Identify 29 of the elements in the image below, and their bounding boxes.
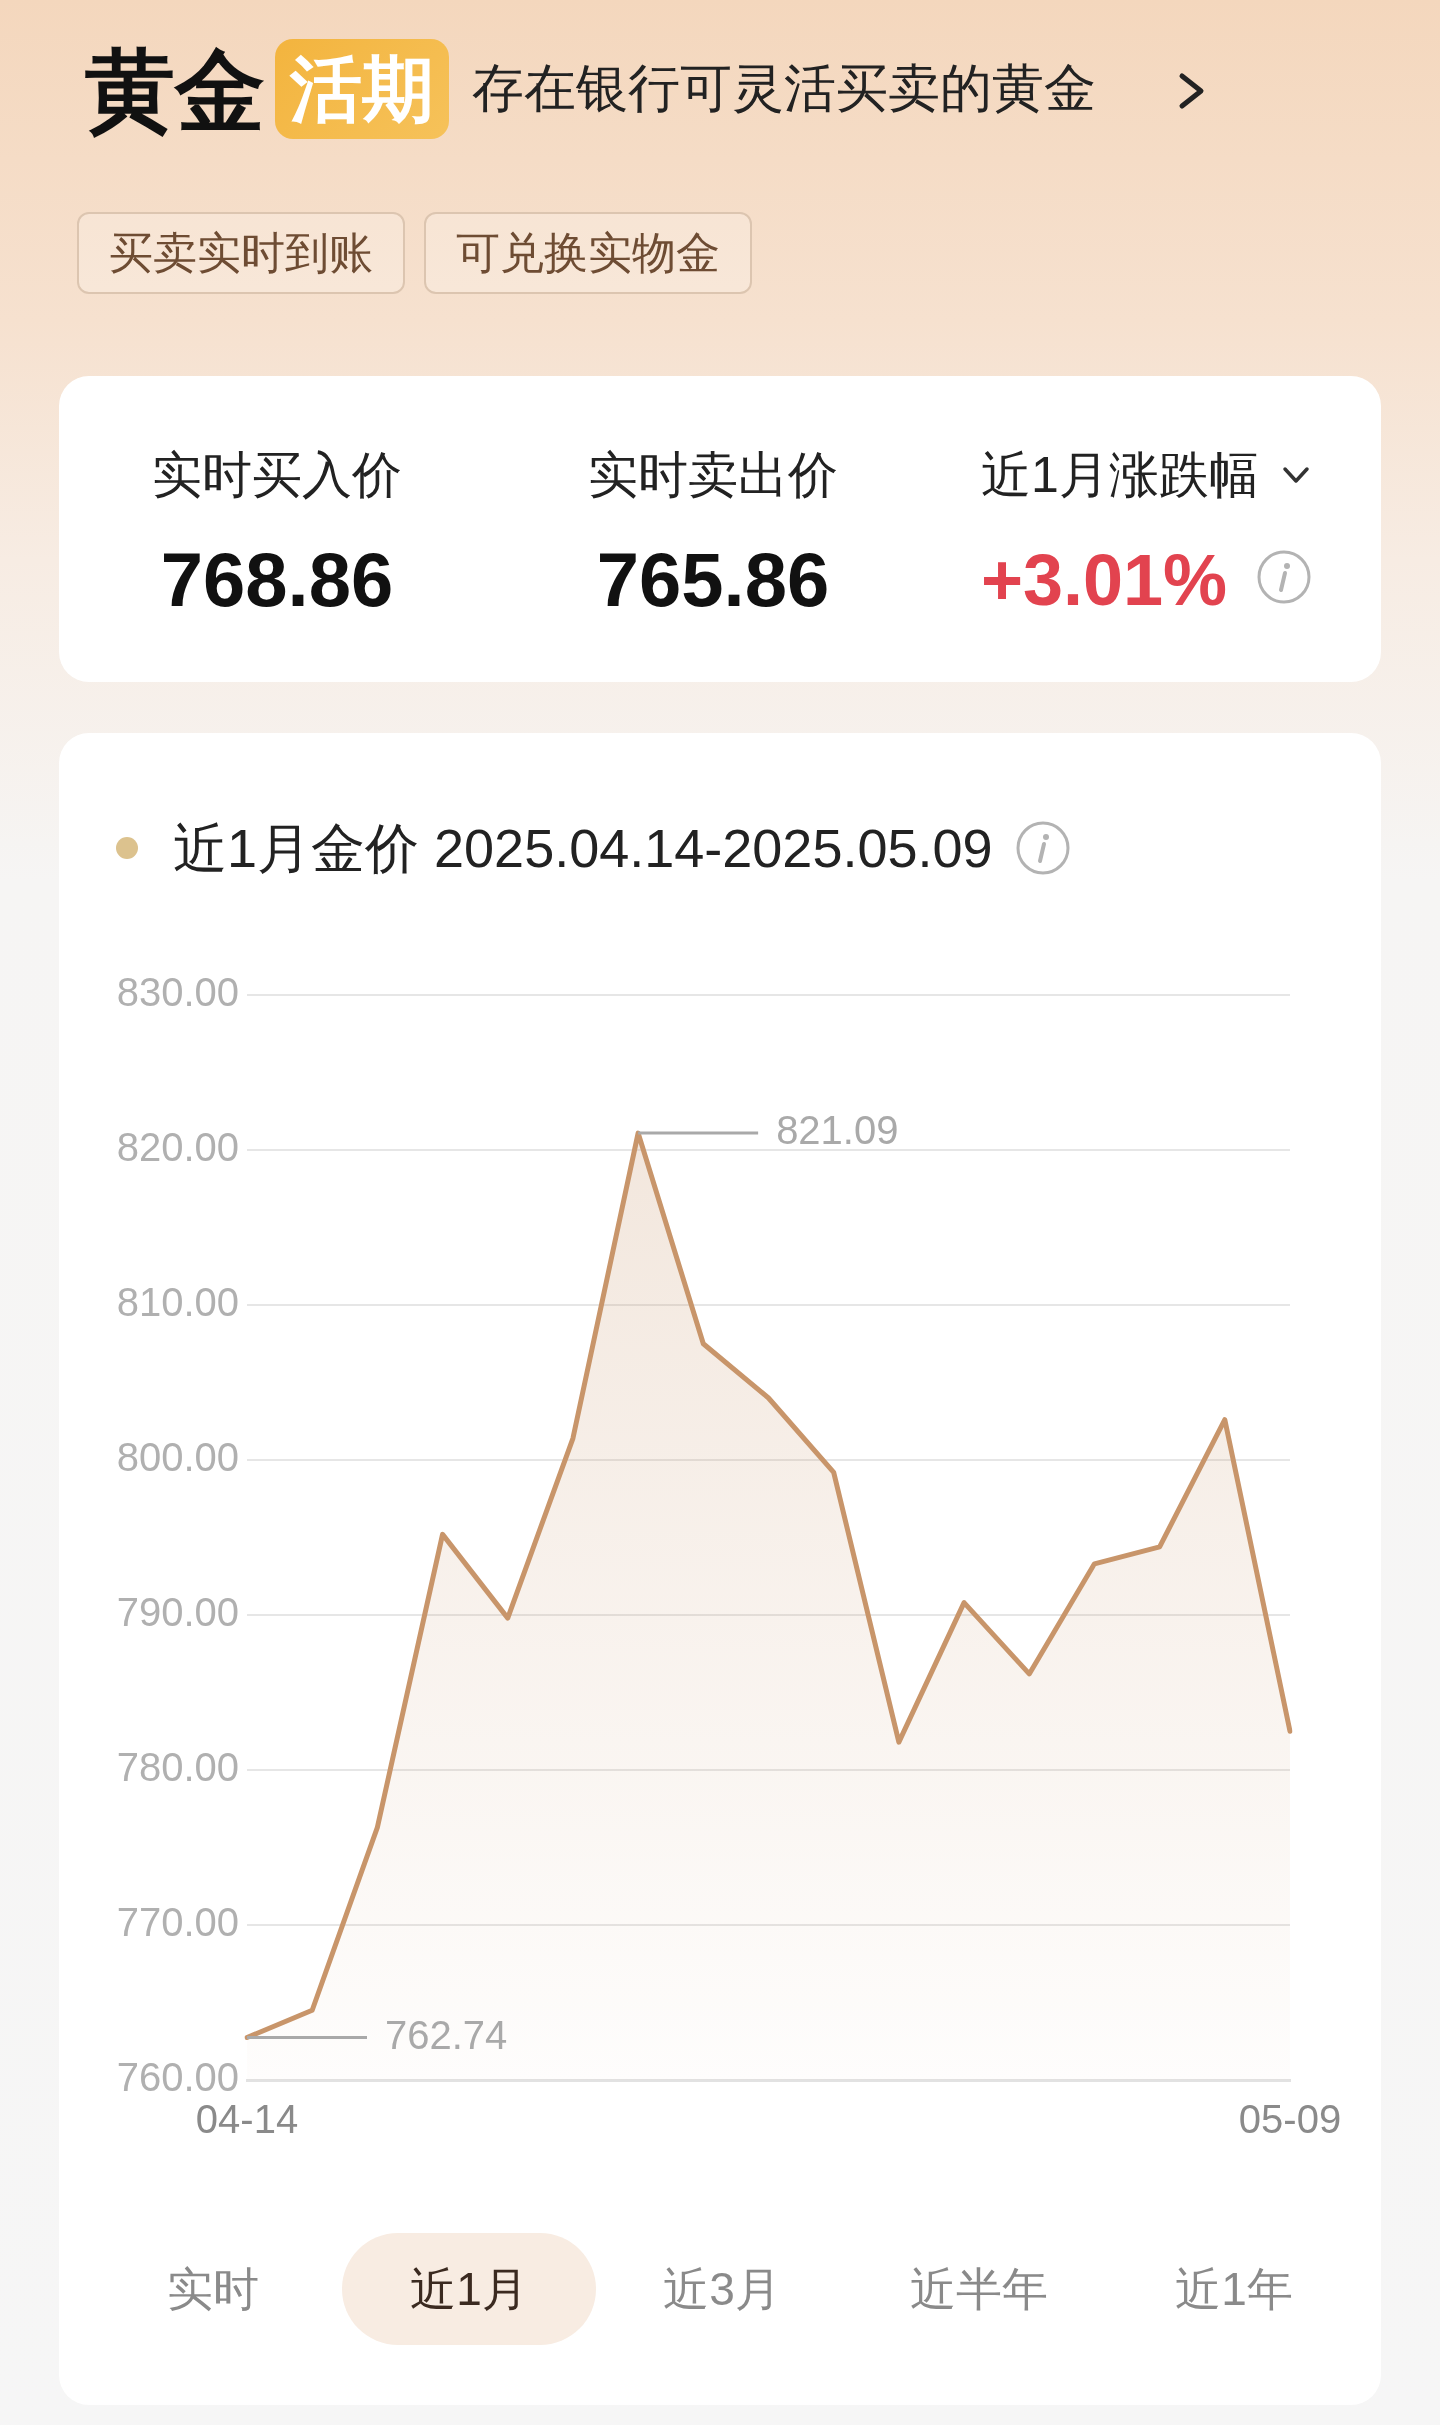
text: 近1月涨跌幅	[981, 447, 1259, 503]
text: 存在银行可灵活买卖的黄金	[472, 59, 1096, 117]
text: 可兑换实物金	[424, 212, 752, 294]
text: 768.86	[160, 537, 394, 622]
y-tick-label: 810.00	[116, 1280, 239, 1325]
text: +3.01%	[980, 540, 1228, 620]
y-tick-label: 790.00	[116, 1590, 239, 1635]
text: 765.86	[596, 537, 830, 622]
text: 实时	[167, 2263, 259, 2315]
y-tick-label: 820.00	[116, 1125, 239, 1170]
text: 实时买入价	[152, 447, 402, 503]
data-label: 762.74	[385, 2012, 508, 2057]
text: 实时卖出价	[588, 447, 838, 503]
text: 近半年	[910, 2263, 1048, 2315]
y-tick-label: 800.00	[116, 1435, 239, 1480]
y-tick-label: 760.00	[116, 2055, 239, 2100]
text: 近3月	[663, 2263, 781, 2315]
text: 买卖实时到账	[77, 212, 405, 294]
chart-title: 近1月金价 2025.04.14-2025.05.09	[173, 818, 993, 878]
x-tick-label: 04-14	[195, 2097, 299, 2142]
y-tick-label: 830.00	[116, 970, 239, 1015]
y-tick-label: 780.00	[116, 1745, 239, 1790]
text: 黄金	[85, 41, 265, 141]
y-tick-label: 770.00	[116, 1900, 239, 1945]
x-tick-label: 05-09	[1238, 2097, 1342, 2142]
text: 活期	[275, 39, 449, 139]
data-label: 821.09	[776, 1108, 899, 1153]
text: 近1年	[1175, 2263, 1293, 2315]
text: 近1月	[342, 2233, 596, 2345]
